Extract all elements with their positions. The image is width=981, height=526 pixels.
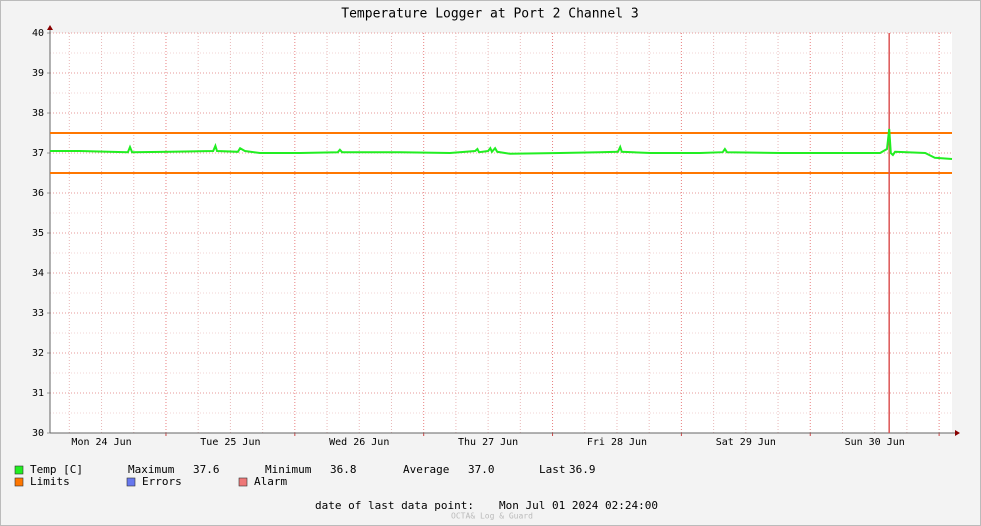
x-tick-label: Sun 30 Jun — [845, 437, 905, 448]
legend-swatch — [238, 477, 248, 487]
y-tick-label: 31 — [32, 388, 44, 399]
x-tick-label: Wed 26 Jun — [329, 437, 389, 448]
legend-label: Limits — [30, 475, 70, 488]
legend-swatch — [14, 465, 24, 475]
x-tick-label: Fri 28 Jun — [587, 437, 647, 448]
legend-swatch — [126, 477, 136, 487]
legend-label: Errors — [142, 475, 182, 488]
stat-label: Last — [539, 463, 566, 476]
footer-value: Mon Jul 01 2024 02:24:00 — [499, 499, 658, 512]
y-tick-label: 30 — [32, 428, 44, 439]
chart-title: Temperature Logger at Port 2 Channel 3 — [341, 7, 638, 22]
stat-label: Average — [403, 463, 449, 476]
x-tick-label: Sat 29 Jun — [716, 437, 776, 448]
axis-arrow — [47, 25, 53, 30]
y-tick-label: 38 — [32, 108, 44, 119]
y-tick-label: 35 — [32, 228, 44, 239]
stat-value: 37.0 — [468, 463, 495, 476]
stat-value: 37.6 — [193, 463, 220, 476]
y-tick-label: 39 — [32, 68, 44, 79]
y-tick-label: 40 — [32, 28, 44, 39]
watermark: OCTA& Log & Guard — [451, 512, 533, 521]
y-tick-label: 37 — [32, 148, 44, 159]
legend-swatch — [14, 477, 24, 487]
x-tick-label: Tue 25 Jun — [200, 437, 260, 448]
y-tick-label: 32 — [32, 348, 44, 359]
legend-label: Alarm — [254, 475, 287, 488]
x-tick-label: Mon 24 Jun — [71, 437, 131, 448]
axis-arrow — [955, 430, 960, 436]
y-tick-label: 36 — [32, 188, 44, 199]
stat-label: Minimum — [265, 463, 312, 476]
legend-label: Temp [C] — [30, 463, 83, 476]
y-tick-label: 33 — [32, 308, 44, 319]
y-tick-label: 34 — [32, 268, 44, 279]
stat-value: 36.8 — [330, 463, 357, 476]
series-line — [50, 128, 953, 160]
stat-value: 36.9 — [569, 463, 596, 476]
x-tick-label: Thu 27 Jun — [458, 437, 518, 448]
footer-label: date of last data point: — [315, 499, 474, 512]
stat-label: Maximum — [128, 463, 175, 476]
